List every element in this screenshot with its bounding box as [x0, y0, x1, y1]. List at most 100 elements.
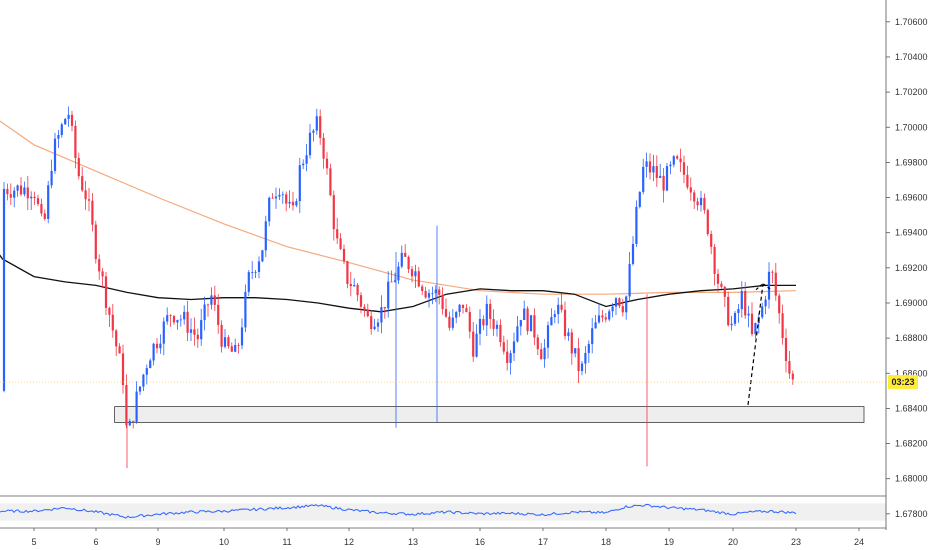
candle-up [200, 320, 203, 340]
candle-up [145, 368, 148, 375]
candle-up [278, 194, 281, 197]
ma-fast-line [0, 254, 796, 313]
candle-down [121, 353, 125, 386]
candle-up [353, 284, 356, 287]
time-axis[interactable]: 5 6 9 10 11 12 13 16 17 18 19 20 23 24 [31, 528, 864, 547]
candle-down [676, 156, 679, 159]
candle-down [791, 373, 794, 380]
price-tick-label: 1.69600 [895, 193, 928, 203]
candle-down [125, 385, 128, 426]
candle-up [57, 134, 60, 139]
price-axis[interactable]: 1.70600 1.70400 1.70200 1.70000 1.69800 1.696… [886, 17, 928, 519]
candle-down [336, 229, 339, 239]
candle-down [227, 337, 230, 347]
candle-up [128, 420, 131, 426]
candle-up [591, 328, 594, 345]
candle-down [98, 259, 101, 272]
candle-down [421, 286, 424, 292]
candle-up [754, 322, 757, 335]
candle-up [665, 166, 669, 191]
candle-up [298, 165, 301, 202]
time-tick-label: 9 [155, 537, 160, 547]
candle-up [628, 263, 631, 297]
candle-down [441, 294, 444, 310]
price-tick-label: 1.69200 [895, 263, 928, 273]
price-tick-label: 1.70200 [895, 87, 928, 97]
candle-up [189, 329, 193, 333]
time-tick-label: 17 [538, 537, 548, 547]
candle-up [553, 314, 556, 318]
candle-up [495, 324, 499, 329]
candle-up [672, 156, 675, 165]
price-tick-label: 1.70600 [895, 17, 928, 27]
candle-down [342, 248, 346, 262]
candle-up [251, 272, 254, 273]
candle-up [264, 221, 267, 251]
time-tick-label: 13 [408, 537, 418, 547]
candle-up [295, 201, 298, 206]
candle-down [186, 311, 189, 333]
candle-up [67, 114, 70, 119]
ma-slow-line [0, 120, 797, 295]
candle-up [597, 315, 601, 323]
candle-up [638, 191, 641, 207]
candle-up [315, 116, 318, 131]
candle-up [162, 321, 165, 344]
candle-down [472, 331, 475, 357]
candle-up [50, 170, 53, 186]
price-tick-label: 1.67800 [895, 509, 928, 519]
candle-down [6, 188, 9, 195]
candle-down [325, 158, 329, 169]
candle-up [543, 347, 546, 360]
candle-down [94, 224, 97, 260]
candle-up [669, 164, 672, 167]
candle-up [64, 118, 67, 125]
candle-down [155, 343, 159, 349]
candle-down [703, 197, 706, 211]
candle-down [533, 315, 536, 338]
candle-up [244, 291, 247, 328]
candle-up [254, 271, 257, 273]
candle-up [519, 320, 522, 327]
time-tick-label: 12 [344, 537, 354, 547]
candle-up [546, 325, 550, 348]
candle-up [13, 190, 16, 198]
candle-down [101, 271, 104, 277]
candle-up [594, 322, 597, 329]
candle-up [645, 161, 648, 167]
candle-up [312, 130, 315, 133]
time-tick-label: 10 [219, 537, 229, 547]
candle-up [574, 348, 577, 354]
price-tick-label: 1.69800 [895, 157, 928, 167]
candle-down [618, 298, 621, 307]
candle-down [115, 330, 118, 347]
candle-up [512, 341, 516, 354]
candle-down [77, 158, 80, 177]
candle-up [30, 196, 33, 199]
time-tick-label: 18 [601, 537, 611, 547]
candle-up [376, 322, 380, 327]
candle-down [621, 306, 624, 313]
candle-up [523, 308, 526, 321]
candle-down [448, 316, 451, 328]
zones-layer [114, 406, 865, 423]
candle-up [580, 363, 584, 372]
candle-up [176, 320, 179, 323]
candle-down [108, 307, 111, 315]
candle-down [329, 168, 332, 196]
candle-down [774, 272, 777, 296]
candle-down [230, 346, 233, 352]
candle-up [268, 197, 271, 222]
candle-down [682, 162, 686, 175]
candle-down [499, 324, 502, 343]
candle-up [740, 291, 743, 310]
moving-averages-layer [0, 120, 797, 313]
candle-down [417, 271, 420, 287]
candle-down [693, 192, 696, 202]
time-tick-label: 5 [31, 537, 36, 547]
candle-down [74, 125, 77, 159]
candle-down [339, 238, 342, 249]
candle-up [427, 293, 431, 298]
